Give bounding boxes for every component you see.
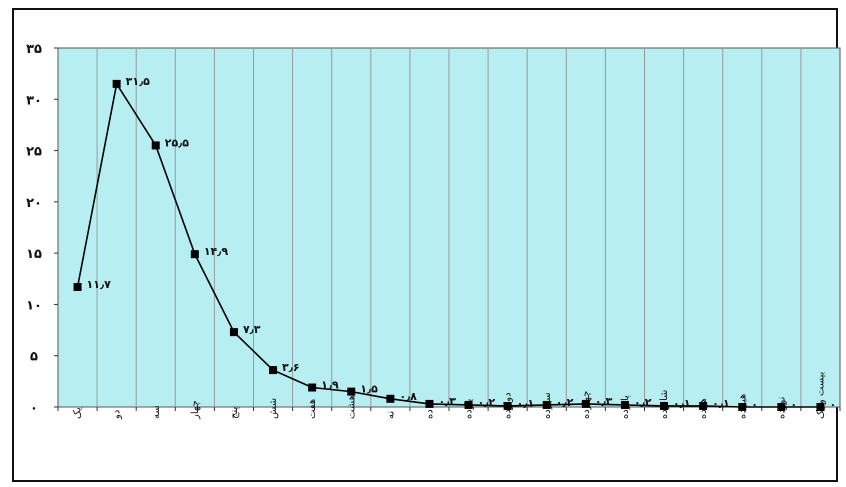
data-label: ۰٫۲ [556,396,574,409]
data-point [699,401,708,410]
data-label: ۰٫۱ [673,397,691,410]
data-label: ۰٫۲ [634,396,652,409]
data-labels: ۱۱٫۷ ۳۱٫۵ ۲۵٫۵ ۱۴٫۹ ۷٫۳ ۳٫۶ ۱٫۹ ۱٫۵ ۰٫۸ ۰٫۳ ۰٫۲ ۰٫۱… [87,75,837,411]
data-label: ۳۱٫۵ [126,75,151,88]
vertical-gridlines [96,48,802,407]
x-tick-label: نه [385,411,396,419]
data-point [269,366,278,375]
y-tick-label: ۲۵ [26,145,42,160]
data-label: ۲۵٫۵ [165,136,190,149]
series-line [73,79,825,411]
data-label: ۰٫۳ [438,395,456,408]
x-tick-label: چهار [190,400,201,420]
data-label: ۰ [829,398,836,411]
y-tick-label: ۵ [30,350,38,365]
data-point [738,403,747,411]
x-tick-label: هشت [346,395,357,419]
x-tick-label: یک [73,407,84,419]
data-point [816,403,825,411]
y-tick-label: ۱۵ [26,247,42,262]
x-tick-label: ده [424,409,435,419]
x-tick-label: شش [268,398,279,419]
data-point [464,400,473,409]
data-point [308,383,317,392]
data-point [581,399,590,408]
data-label: ۰ [751,398,758,411]
y-tick-label: ۲۰ [26,196,42,211]
data-point [229,328,238,337]
data-label: ۷٫۳ [243,323,261,336]
y-tick-label: ۳۰ [26,93,42,108]
data-point [660,401,669,410]
series-path [76,81,821,408]
data-point [151,141,160,150]
x-tick-label: پنج [229,407,240,419]
y-tick-label: ۰ [30,401,38,416]
y-axis: ۰ ۵ ۱۰ ۱۵ ۲۰ ۲۵ ۳۰ ۳۵ [26,42,58,416]
data-point [777,403,786,411]
data-point [620,400,629,409]
data-label: ۰٫۸ [399,390,417,403]
x-tick-label: دو [112,410,123,420]
data-label: ۰٫۱ [517,397,535,410]
data-label: ۱۱٫۷ [87,278,112,291]
data-point [347,387,356,396]
data-point [542,400,551,409]
data-label: ۱٫۹ [321,379,339,392]
data-label: ۱٫۵ [360,383,378,396]
data-label: ۰٫۲ [478,396,496,409]
data-point [425,399,434,408]
data-label: ۳٫۶ [282,361,300,374]
x-tick-label: سه [151,405,162,419]
data-point [503,401,512,410]
y-tick-label: ۳۵ [26,42,42,57]
data-point [73,282,82,291]
y-tick-label: ۱۰ [26,298,42,313]
data-label: ۰٫۳ [595,395,613,408]
x-tick-label: هفت [307,399,318,419]
data-label: ۰٫۱ [712,397,730,410]
data-point [386,394,395,403]
data-label: ۱۴٫۹ [204,245,229,258]
x-tick-label: بیست و یک [815,372,826,419]
data-point [190,250,199,259]
data-label: ۰ [790,398,797,411]
data-point [112,79,121,88]
